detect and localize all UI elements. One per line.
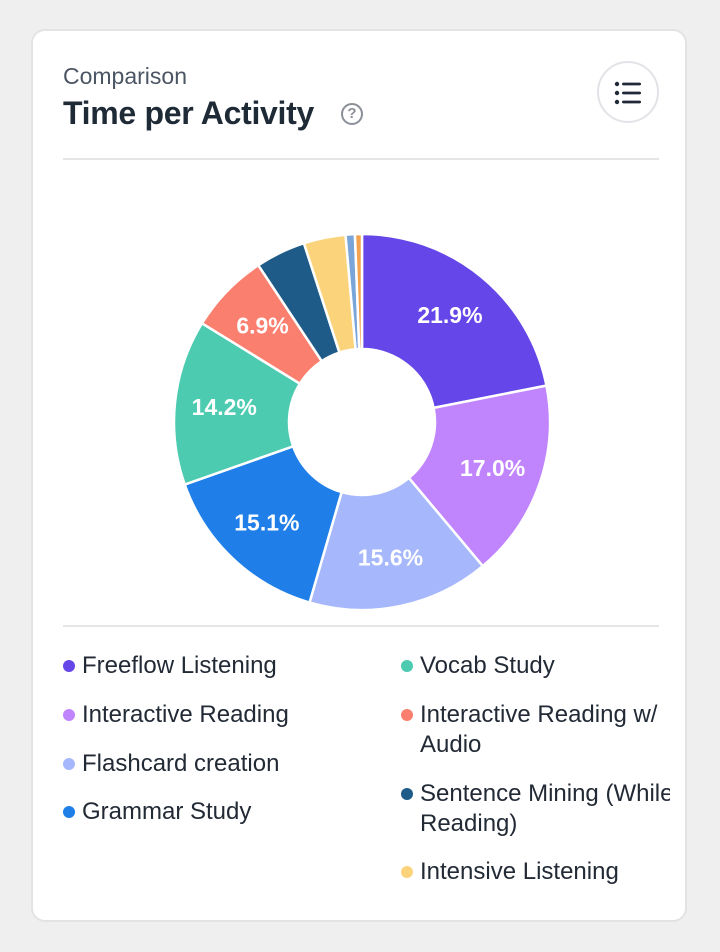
legend-item-0[interactable]: Freeflow Listening (82, 652, 277, 679)
card-eyebrow: Comparison (63, 63, 187, 89)
chart-card: Comparison Time per Activity ? 21.9% 17.0… (31, 29, 687, 922)
legend-item-2[interactable]: Flashcard creation (82, 750, 280, 777)
donut-slice-0[interactable] (360, 232, 548, 410)
header-divider (63, 158, 659, 160)
slice-label-1: 17.0% (460, 455, 525, 481)
legend-item-4[interactable]: Vocab Study (420, 652, 555, 679)
legend-dot-6 (401, 788, 413, 800)
legend-item-1[interactable]: Interactive Reading (82, 701, 289, 728)
list-menu-button[interactable] (597, 61, 659, 123)
legend-dot-3 (63, 806, 75, 818)
slice-label-2: 15.6% (358, 545, 423, 571)
donut-chart: 21.9% 17.0% 15.6% 15.1% 14.2% 6.9% (172, 232, 552, 611)
legend-dot-1 (63, 709, 75, 721)
legend-dot-0 (63, 660, 75, 672)
donut-slice-9[interactable] (353, 232, 364, 351)
donut-slice-4[interactable] (172, 321, 302, 487)
donut-slice-1[interactable] (407, 384, 552, 568)
card-title: Time per Activity (63, 95, 314, 131)
slice-label-5: 6.9% (236, 313, 288, 339)
legend-dot-7 (401, 866, 413, 878)
slice-label-0: 21.9% (417, 302, 482, 328)
legend-dot-4 (401, 660, 413, 672)
legend-divider (63, 625, 659, 627)
question-circle-icon[interactable]: ? (341, 103, 363, 125)
slice-label-3: 15.1% (234, 510, 299, 536)
legend-dot-5 (401, 709, 413, 721)
legend-item-6[interactable]: Sentence Mining (While Reading) (420, 780, 670, 837)
legend-item-5[interactable]: Interactive Reading w/Audio (420, 701, 658, 758)
legend-item-3[interactable]: Grammar Study (82, 798, 252, 825)
legend-dot-2 (63, 758, 75, 770)
list-icon (614, 81, 641, 105)
donut-slice-2[interactable] (308, 476, 485, 611)
legend-item-7[interactable]: Intensive Listening (420, 858, 619, 885)
slice-label-4: 14.2% (192, 394, 257, 420)
donut-slice-3[interactable] (183, 444, 344, 605)
